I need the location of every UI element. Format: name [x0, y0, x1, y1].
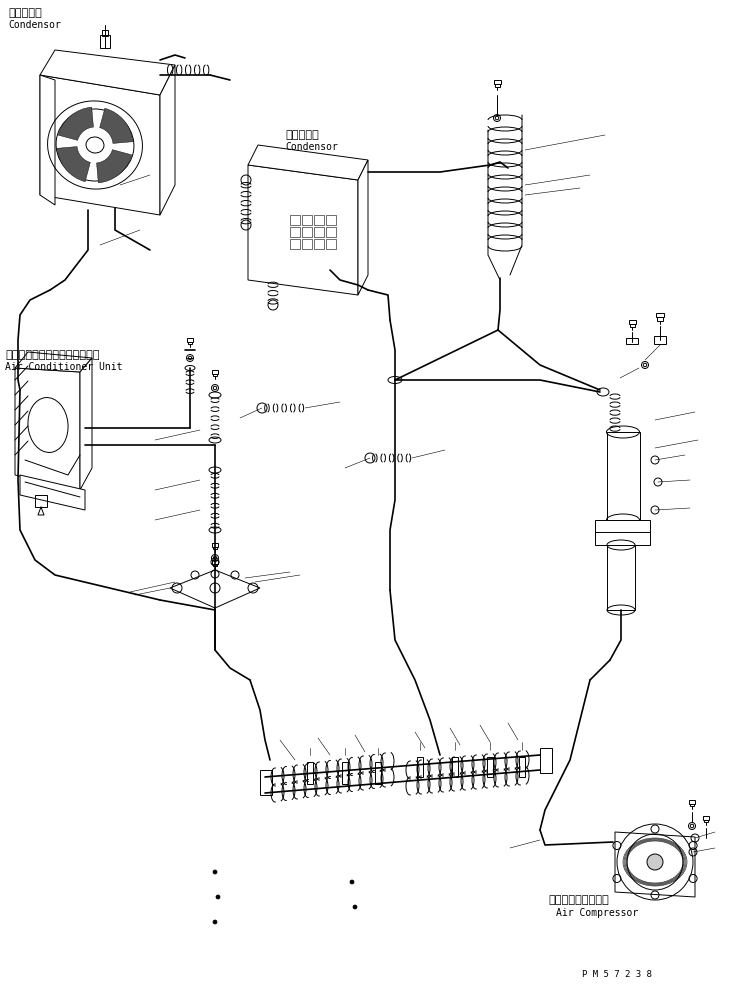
Bar	[302, 239, 312, 249]
Polygon shape	[248, 165, 358, 295]
Bar	[326, 215, 336, 225]
Polygon shape	[40, 50, 175, 95]
Text: エアーコンプレッサ: エアーコンプレッサ	[548, 895, 609, 905]
Bar	[213, 547, 217, 549]
Text: コンデンサ: コンデンサ	[8, 8, 42, 18]
Polygon shape	[20, 475, 85, 510]
Bar	[494, 80, 500, 84]
Bar	[704, 820, 708, 823]
Bar	[188, 341, 192, 344]
Bar	[487, 757, 493, 777]
Circle shape	[213, 870, 217, 874]
Bar	[314, 227, 324, 237]
Bar	[314, 239, 324, 249]
Text: Condensor: Condensor	[8, 20, 61, 30]
Polygon shape	[615, 832, 695, 897]
Bar	[100, 35, 110, 48]
Text: P M 5 7 2 3 8: P M 5 7 2 3 8	[582, 970, 652, 979]
Bar	[187, 338, 193, 341]
Bar	[417, 757, 423, 777]
Bar	[212, 370, 218, 374]
Bar	[629, 320, 635, 324]
Bar	[656, 313, 664, 318]
Bar	[302, 215, 312, 225]
Bar	[657, 318, 663, 321]
Bar	[213, 374, 217, 376]
Bar	[212, 543, 218, 547]
Bar	[290, 227, 300, 237]
Circle shape	[216, 895, 220, 899]
Text: コンデンサ: コンデンサ	[285, 130, 319, 140]
Bar	[654, 336, 666, 344]
Polygon shape	[358, 160, 368, 295]
Bar	[326, 239, 336, 249]
Wedge shape	[58, 107, 94, 141]
Bar	[213, 564, 217, 566]
Bar	[540, 748, 552, 773]
Circle shape	[350, 880, 354, 884]
Polygon shape	[607, 545, 635, 610]
Polygon shape	[160, 65, 175, 215]
Polygon shape	[15, 352, 92, 372]
Bar	[102, 30, 108, 36]
Circle shape	[647, 854, 663, 870]
Wedge shape	[100, 108, 133, 144]
Bar	[375, 762, 381, 784]
Bar	[302, 227, 312, 237]
Polygon shape	[80, 358, 92, 490]
Text: Condensor: Condensor	[285, 142, 338, 152]
Bar	[35, 495, 47, 507]
Bar	[630, 324, 635, 327]
Polygon shape	[595, 520, 650, 545]
Bar	[494, 84, 500, 87]
Wedge shape	[97, 150, 131, 183]
Bar	[212, 560, 218, 564]
Bar	[260, 770, 272, 795]
Bar	[519, 757, 525, 777]
Text: Air Compressor: Air Compressor	[556, 908, 638, 918]
Bar	[290, 239, 300, 249]
Polygon shape	[607, 432, 640, 520]
Polygon shape	[40, 75, 160, 215]
Wedge shape	[57, 147, 90, 182]
Bar	[314, 215, 324, 225]
Bar	[290, 215, 300, 225]
Polygon shape	[248, 145, 368, 180]
Polygon shape	[15, 368, 80, 490]
Bar	[452, 757, 458, 777]
Bar	[690, 804, 694, 806]
Bar	[689, 800, 695, 804]
Bar	[307, 762, 313, 784]
Bar	[703, 816, 709, 820]
Bar	[342, 762, 348, 784]
Circle shape	[353, 905, 357, 909]
Polygon shape	[40, 75, 55, 205]
Text: Air Conditioner Unit: Air Conditioner Unit	[5, 362, 123, 372]
Bar	[326, 227, 336, 237]
Bar	[626, 338, 638, 344]
Circle shape	[213, 920, 217, 924]
Text: エアーコンディショナユニット: エアーコンディショナユニット	[5, 350, 100, 360]
Polygon shape	[170, 570, 260, 608]
